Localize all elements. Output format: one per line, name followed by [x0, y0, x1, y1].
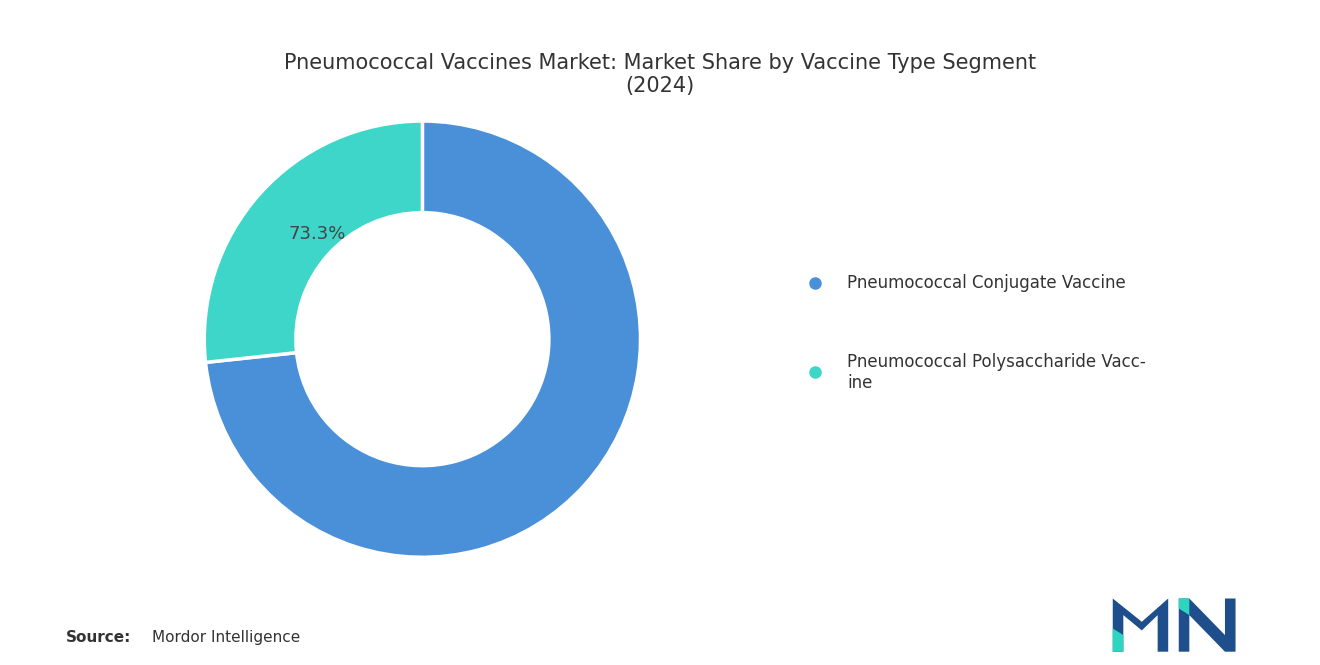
Polygon shape: [1179, 598, 1236, 652]
Text: Mordor Intelligence: Mordor Intelligence: [152, 630, 300, 645]
Polygon shape: [1113, 598, 1168, 652]
Polygon shape: [1179, 598, 1189, 615]
Text: Pneumococcal Conjugate Vaccine: Pneumococcal Conjugate Vaccine: [847, 273, 1126, 292]
Text: Pneumococcal Polysaccharide Vacc-
ine: Pneumococcal Polysaccharide Vacc- ine: [847, 353, 1146, 392]
Wedge shape: [206, 121, 640, 557]
Text: 73.3%: 73.3%: [289, 225, 346, 243]
Text: Pneumococcal Vaccines Market: Market Share by Vaccine Type Segment
(2024): Pneumococcal Vaccines Market: Market Sha…: [284, 53, 1036, 96]
Text: Source:: Source:: [66, 630, 132, 645]
Wedge shape: [205, 121, 422, 362]
Polygon shape: [1113, 628, 1123, 652]
